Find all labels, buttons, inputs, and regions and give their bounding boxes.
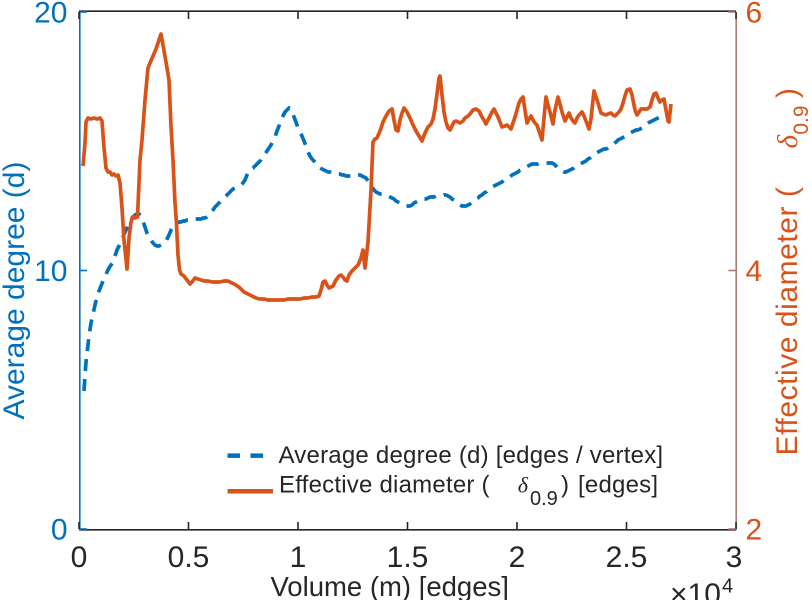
svg-text:6: 6	[746, 0, 763, 30]
svg-text:2: 2	[509, 541, 526, 574]
svg-text:0.9: 0.9	[530, 488, 558, 510]
svg-text:): )	[561, 472, 569, 499]
svg-text:Volume (m) [edges]: Volume (m) [edges]	[270, 571, 508, 600]
svg-text:0: 0	[71, 541, 88, 574]
svg-text:0: 0	[51, 514, 68, 547]
svg-text:2: 2	[746, 514, 763, 547]
svg-text:20: 20	[34, 0, 67, 30]
svg-text:×10: ×10	[670, 578, 721, 600]
svg-text:[edges]: [edges]	[578, 472, 658, 499]
svg-text:3: 3	[726, 541, 743, 574]
svg-text:1.5: 1.5	[387, 541, 429, 574]
svg-text:4: 4	[746, 255, 763, 288]
svg-text:10: 10	[34, 255, 67, 288]
svg-text:4: 4	[722, 576, 733, 598]
svg-text:Effective diameter (: Effective diameter (	[279, 472, 490, 499]
svg-text:2.5: 2.5	[606, 541, 648, 574]
svg-text:Effective diameter (δ0.9): Effective diameter (δ0.9)	[771, 88, 812, 455]
svg-text:1: 1	[290, 541, 307, 574]
svg-text:Average degree (d) [edges / ve: Average degree (d) [edges / vertex]	[279, 442, 664, 469]
svg-text:δ: δ	[518, 473, 529, 498]
svg-text:0.5: 0.5	[168, 541, 210, 574]
svg-text:Average degree (d): Average degree (d)	[0, 162, 31, 420]
